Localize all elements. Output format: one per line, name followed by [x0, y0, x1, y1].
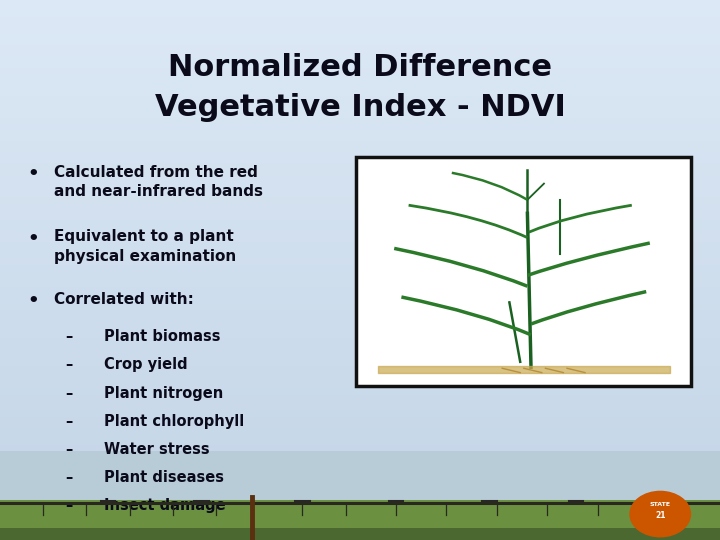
Text: –: – [65, 329, 72, 345]
Text: –: – [65, 470, 72, 485]
Text: –: – [65, 442, 72, 457]
Text: Plant nitrogen: Plant nitrogen [104, 386, 224, 401]
Text: Plant biomass: Plant biomass [104, 329, 221, 345]
Text: –: – [65, 386, 72, 401]
Text: Calculated from the red
and near-infrared bands: Calculated from the red and near-infrare… [54, 165, 263, 199]
Text: Water stress: Water stress [104, 442, 210, 457]
Text: Normalized Difference: Normalized Difference [168, 53, 552, 82]
Text: •: • [27, 165, 39, 183]
Text: –: – [65, 414, 72, 429]
Text: Equivalent to a plant
physical examination: Equivalent to a plant physical examinati… [54, 230, 236, 264]
Text: Vegetative Index - NDVI: Vegetative Index - NDVI [155, 93, 565, 123]
Text: Plant chlorophyll: Plant chlorophyll [104, 414, 245, 429]
Text: –: – [65, 357, 72, 373]
FancyBboxPatch shape [356, 157, 691, 386]
Text: Correlated with:: Correlated with: [54, 292, 194, 307]
Text: –: – [65, 498, 72, 513]
Text: Plant diseases: Plant diseases [104, 470, 225, 485]
Text: 21: 21 [655, 511, 665, 519]
Text: Insect damage: Insect damage [104, 498, 226, 513]
Text: •: • [27, 230, 39, 247]
Text: Crop yield: Crop yield [104, 357, 188, 373]
Text: STATE: STATE [649, 502, 671, 507]
Text: •: • [27, 292, 39, 309]
Circle shape [630, 491, 690, 537]
